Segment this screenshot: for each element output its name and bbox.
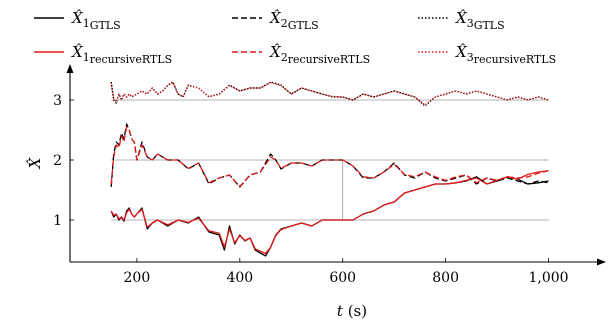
y-tick-label-1: 2 xyxy=(53,153,62,169)
series-line-5 xyxy=(110,81,549,106)
y-tick-labels: 1 2 3 xyxy=(53,93,74,229)
series-line-0 xyxy=(110,176,549,257)
legend-item-3: X̂1recursiveRTLS xyxy=(34,43,172,66)
series-line-1 xyxy=(110,170,549,255)
series-line-3 xyxy=(110,126,549,188)
x-tick-label-0: 200 xyxy=(124,270,151,286)
legend: X̂1GTLS X̂2GTLS X̂3GTLS X̂1recursiveRTLS X̂2… xyxy=(34,9,556,66)
y-tick-label-2: 3 xyxy=(53,93,62,109)
legend-item-4: X̂2recursiveRTLS xyxy=(232,43,370,66)
legend-label: X̂3GTLS xyxy=(455,9,505,32)
x-tick-label-1: 400 xyxy=(226,270,253,286)
series-line-4 xyxy=(110,81,549,107)
y-axis-arrow xyxy=(66,64,74,73)
legend-item-2: X̂3GTLS xyxy=(418,9,505,32)
legend-label: X̂3recursiveRTLS xyxy=(455,43,556,66)
x-axis-arrow xyxy=(597,258,606,266)
y-axis-label: X̂ xyxy=(26,156,44,169)
legend-label: X̂1recursiveRTLS xyxy=(71,43,172,66)
y-tick-label-0: 1 xyxy=(53,213,62,229)
x-tick-label-3: 800 xyxy=(432,270,459,286)
x-axis-label: t (s) xyxy=(337,302,367,320)
legend-label: X̂2GTLS xyxy=(269,9,319,32)
series-line-2 xyxy=(110,123,549,188)
x-tick-label-4: 1,000 xyxy=(528,270,568,286)
legend-item-0: X̂1GTLS xyxy=(34,9,121,32)
legend-label: X̂1GTLS xyxy=(71,9,121,32)
legend-item-1: X̂2GTLS xyxy=(232,9,319,32)
axes xyxy=(66,64,606,266)
x-tick-labels: 200 400 600 800 1,000 xyxy=(124,258,569,286)
legend-item-5: X̂3recursiveRTLS xyxy=(418,43,556,66)
series-group xyxy=(110,81,549,257)
legend-label: X̂2recursiveRTLS xyxy=(269,43,370,66)
x-tick-label-2: 600 xyxy=(329,270,356,286)
